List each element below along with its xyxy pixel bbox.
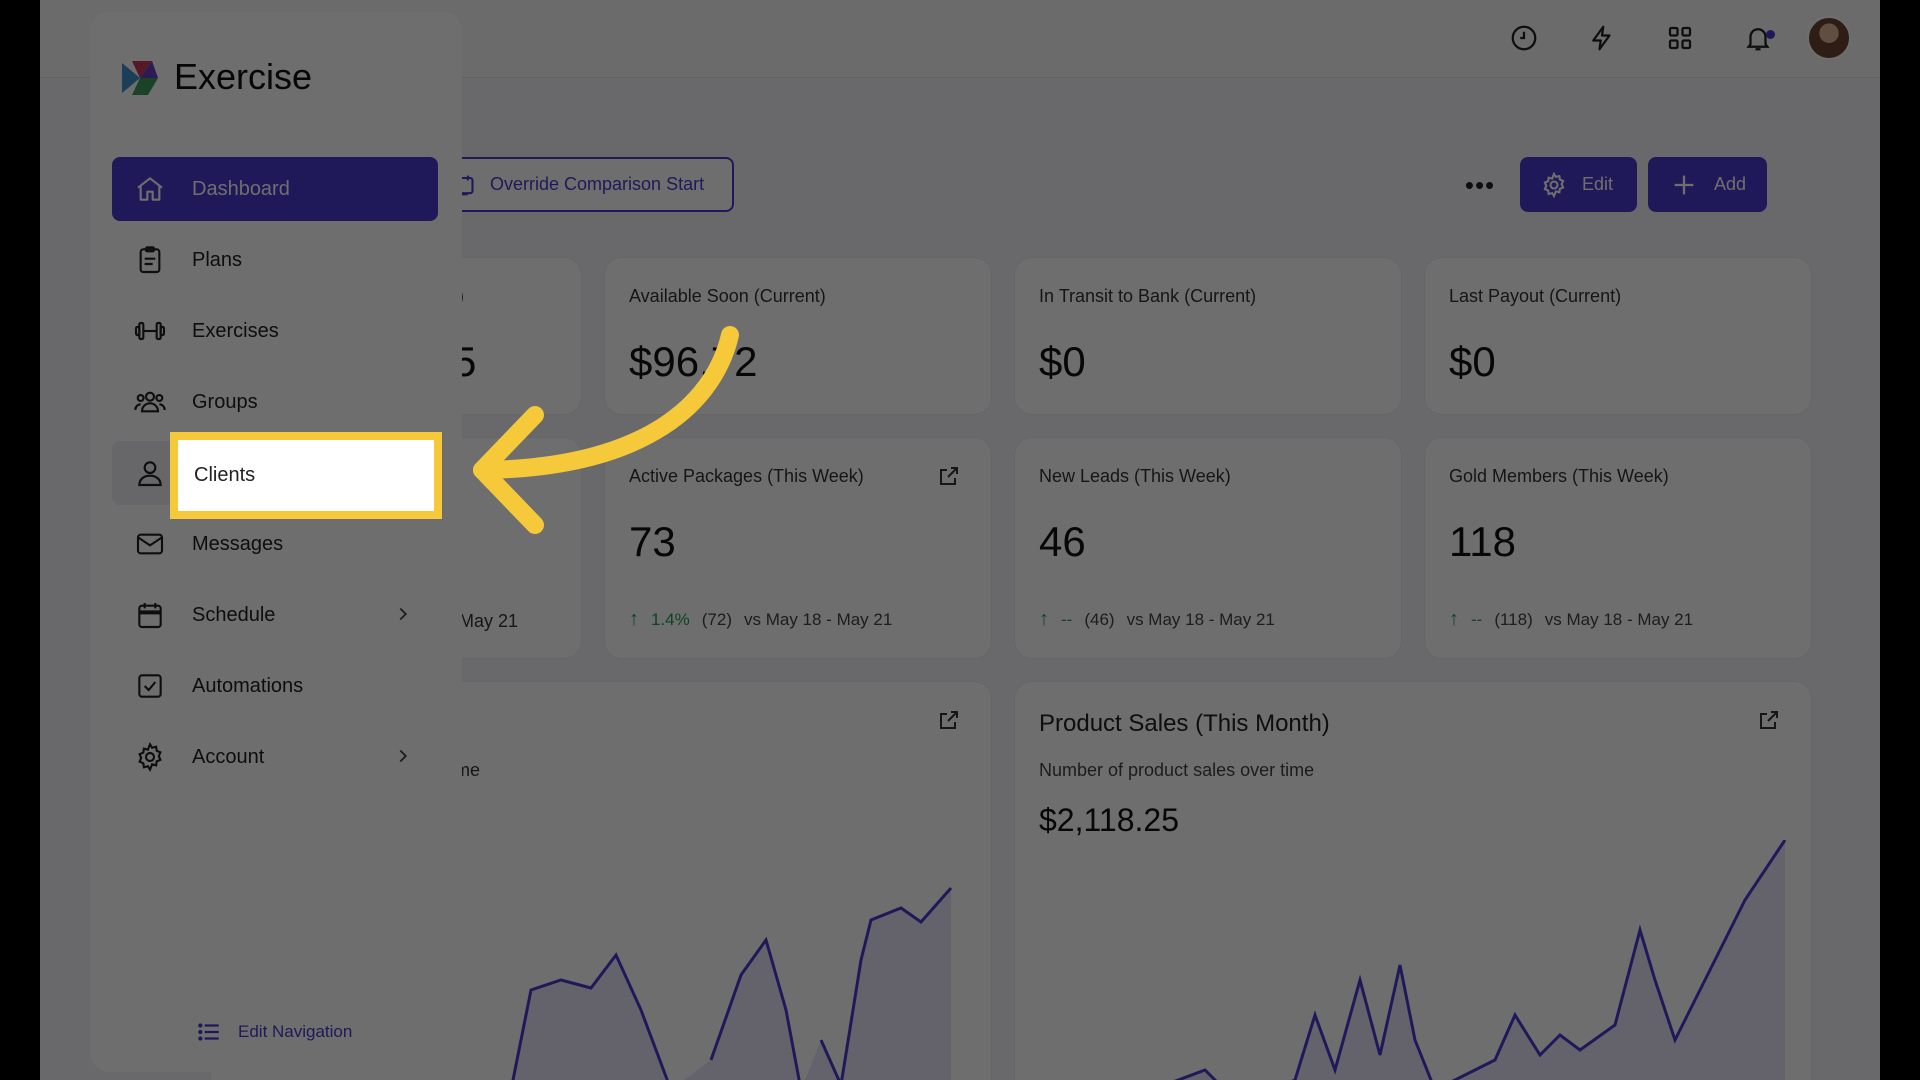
sidebar-item-label: Account — [192, 745, 265, 768]
card-value: $0 — [1449, 338, 1496, 385]
stat-card-new-leads: New Leads (This Week) 46 ↑ -- (46) vs Ma… — [1014, 437, 1402, 659]
list-icon — [198, 1023, 219, 1041]
sidebar-item-automations[interactable]: Automations — [112, 654, 438, 718]
external-link-icon[interactable] — [1757, 708, 1781, 732]
arrow-up-icon: ↑ — [629, 608, 639, 630]
sidebar-item-account[interactable]: Account — [112, 725, 438, 789]
card-comparison: ↑ 1.4% (72) vs May 18 - May 21 — [629, 608, 892, 631]
external-link-icon[interactable] — [937, 464, 961, 488]
chart-subtitle: Number of product sales over time — [1039, 760, 1315, 780]
user-icon — [132, 455, 168, 491]
card-title: Last Payout (Current) — [1449, 286, 1622, 306]
sidebar-item-label: Schedule — [192, 603, 276, 626]
card-comparison: ↑ -- (118) vs May 18 - May 21 — [1449, 608, 1693, 631]
mail-icon — [132, 526, 168, 562]
users-icon — [132, 384, 168, 420]
card-value: $0 — [1039, 338, 1086, 385]
card-foot-fragment: May 21 — [459, 611, 519, 631]
sidebar-item-schedule[interactable]: Schedule — [112, 583, 438, 647]
bell-icon[interactable] — [1738, 18, 1778, 58]
chevron-right-icon — [399, 749, 408, 763]
change-value: -- — [1061, 609, 1073, 629]
card-value: 46 — [1039, 518, 1086, 565]
sidebar: Exercise Dashboard Plans Exercises Group… — [90, 12, 462, 1072]
edit-navigation-link[interactable]: Edit Navigation — [196, 1019, 352, 1045]
card-title: In Transit to Bank (Current) — [1039, 286, 1257, 306]
edit-label: Edit — [1582, 174, 1614, 194]
comparison-range: vs May 18 - May 21 — [1544, 609, 1694, 629]
highlight-label: Clients — [194, 464, 256, 486]
notification-dot — [1766, 30, 1775, 39]
arrow-up-icon: ↑ — [1449, 608, 1459, 630]
brand-logo — [122, 61, 158, 95]
chart-card-product-sales: Product Sales (This Month) Number of pro… — [1014, 681, 1812, 1080]
sidebar-item-exercises[interactable]: Exercises — [112, 299, 438, 363]
gear-icon — [1543, 171, 1565, 198]
previous-value: (72) — [701, 609, 732, 629]
edit-navigation-label: Edit Navigation — [238, 1022, 353, 1041]
more-options-button[interactable]: ••• — [1464, 169, 1496, 200]
sidebar-item-label: Plans — [192, 248, 243, 271]
calendar-icon — [132, 597, 168, 633]
app-window: Override Comparison Start ••• Edit Add t… — [40, 0, 1880, 1080]
highlight-clients[interactable]: Clients — [170, 432, 442, 519]
stat-card-gold-members: Gold Members (This Week) 118 ↑ -- (118) … — [1424, 437, 1812, 659]
stat-card-in-transit: In Transit to Bank (Current) $0 — [1014, 257, 1402, 415]
sidebar-item-plans[interactable]: Plans — [112, 228, 438, 292]
sidebar-item-label: Automations — [192, 674, 304, 697]
comparison-range: vs May 18 - May 21 — [743, 609, 893, 629]
lightning-icon[interactable] — [1582, 18, 1622, 58]
external-link-icon[interactable] — [937, 708, 961, 732]
change-value: -- — [1471, 609, 1483, 629]
card-value: 118 — [1449, 518, 1516, 565]
sidebar-item-label: Groups — [192, 390, 258, 413]
apps-grid-icon[interactable] — [1660, 18, 1700, 58]
sidebar-item-label: Messages — [192, 532, 284, 555]
card-title: Gold Members (This Week) — [1449, 466, 1669, 486]
chart-total: $2,118.25 — [1039, 802, 1179, 838]
brand-name: Exercise — [174, 56, 313, 97]
edit-button[interactable]: Edit — [1520, 157, 1637, 212]
sidebar-item-dashboard[interactable]: Dashboard — [112, 157, 438, 221]
home-icon — [132, 171, 168, 207]
override-comparison-start-button[interactable]: Override Comparison Start — [428, 157, 734, 212]
dumbbell-icon — [132, 313, 168, 349]
annotation-arrow — [473, 326, 739, 534]
sidebar-item-groups[interactable]: Groups — [112, 370, 438, 434]
sidebar-item-label: Dashboard — [192, 177, 290, 200]
add-button[interactable]: Add — [1648, 157, 1767, 212]
arrow-up-icon: ↑ — [1039, 608, 1049, 630]
add-label: Add — [1714, 174, 1747, 194]
sidebar-item-messages[interactable]: Messages — [112, 512, 438, 576]
override-label: Override Comparison Start — [490, 174, 705, 194]
comparison-range: vs May 18 - May 21 — [1126, 609, 1275, 629]
clock-icon[interactable] — [1504, 18, 1544, 58]
card-comparison: ↑ -- (46) vs May 18 - May 21 — [1039, 608, 1275, 631]
gear-icon — [132, 739, 168, 775]
line-chart — [1174, 840, 1787, 1080]
clipboard-icon — [132, 242, 168, 278]
card-title: New Leads (This Week) — [1039, 466, 1231, 486]
stat-card-last-payout: Last Payout (Current) $0 — [1424, 257, 1812, 415]
change-value: 1.4% — [651, 609, 690, 629]
sidebar-item-label: Exercises — [192, 319, 279, 342]
checkbox-icon — [132, 668, 168, 704]
card-title: Available Soon (Current) — [629, 286, 826, 306]
chevron-right-icon — [399, 607, 408, 621]
avatar[interactable] — [1807, 16, 1851, 60]
chart-title: Product Sales (This Month) — [1039, 710, 1330, 737]
plus-icon — [1674, 175, 1694, 194]
previous-value: (46) — [1084, 609, 1115, 629]
previous-value: (118) — [1494, 609, 1533, 629]
chart-area — [1178, 840, 1785, 1080]
